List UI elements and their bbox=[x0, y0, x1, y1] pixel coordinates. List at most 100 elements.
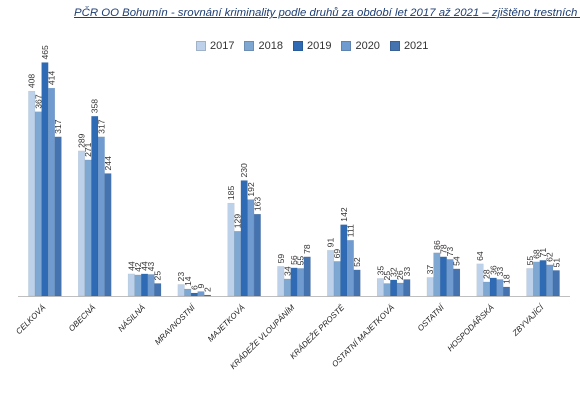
chart-title: PČR OO Bohumín - srovnání kriminality po… bbox=[74, 7, 580, 19]
bar-2020 bbox=[396, 282, 404, 297]
category-label: MRAVNOSTNÍ bbox=[153, 302, 198, 347]
data-label: 43 bbox=[146, 262, 156, 272]
data-label: 86 bbox=[432, 240, 442, 250]
bar-2021 bbox=[552, 270, 560, 297]
bar-2019 bbox=[439, 256, 447, 297]
data-label: 36 bbox=[488, 265, 498, 275]
bar-2019 bbox=[240, 180, 248, 297]
bar-2021 bbox=[104, 173, 112, 297]
legend-item-2018: 2018 bbox=[244, 40, 283, 52]
legend-label: 2020 bbox=[355, 40, 380, 52]
bar-2021 bbox=[353, 269, 361, 297]
data-label: 163 bbox=[252, 197, 262, 212]
category-label: MAJETKOVÁ bbox=[206, 303, 247, 344]
legend-label: 2017 bbox=[210, 40, 235, 52]
data-label: 33 bbox=[495, 267, 505, 277]
legend-item-2020: 2020 bbox=[341, 40, 380, 52]
data-label: 367 bbox=[33, 94, 43, 109]
data-label: 9 bbox=[196, 283, 206, 288]
category-label: NÁSILNÁ bbox=[116, 303, 147, 334]
data-label: 55 bbox=[296, 256, 306, 266]
data-label: 142 bbox=[339, 207, 349, 222]
data-label: 56 bbox=[289, 255, 299, 265]
bar-2019 bbox=[141, 273, 149, 297]
data-label: 26 bbox=[395, 270, 405, 280]
bar-2021 bbox=[54, 136, 62, 297]
bar-2021 bbox=[204, 294, 212, 297]
bar-2019 bbox=[390, 279, 398, 297]
bar-2019 bbox=[91, 116, 99, 297]
data-label: 465 bbox=[40, 45, 50, 60]
category-label: OSTATNÍ bbox=[416, 302, 447, 333]
bar-2018 bbox=[532, 261, 540, 297]
data-label: 25 bbox=[153, 271, 163, 281]
data-label: 414 bbox=[47, 71, 57, 86]
data-label: 230 bbox=[239, 163, 249, 178]
bar-2019 bbox=[290, 267, 298, 297]
data-label: 55 bbox=[525, 256, 535, 266]
data-label: 69 bbox=[332, 249, 342, 259]
bar-2021 bbox=[453, 268, 461, 297]
bar-2019 bbox=[190, 292, 198, 297]
data-label: 185 bbox=[226, 186, 236, 201]
data-label: 14 bbox=[183, 276, 193, 286]
bar-2019 bbox=[41, 62, 49, 297]
bar-2021 bbox=[403, 279, 411, 297]
bar-2018 bbox=[333, 261, 341, 297]
bar-2018 bbox=[234, 231, 242, 297]
bar-2017 bbox=[526, 268, 534, 297]
legend-swatch bbox=[341, 41, 352, 51]
legend-item-2019: 2019 bbox=[292, 40, 331, 52]
data-label: 52 bbox=[352, 257, 362, 267]
data-label: 32 bbox=[389, 267, 399, 277]
data-label: 37 bbox=[425, 265, 435, 275]
legend-swatch bbox=[244, 41, 255, 51]
data-label: 73 bbox=[445, 247, 455, 257]
data-label: 28 bbox=[482, 269, 492, 279]
bar-2017 bbox=[426, 277, 434, 297]
data-label: 44 bbox=[126, 261, 136, 271]
category-label: ZBYVAJÍCÍ bbox=[510, 302, 547, 339]
data-label: 51 bbox=[551, 258, 561, 268]
legend-item-2021: 2021 bbox=[389, 40, 429, 52]
bar-2020 bbox=[546, 264, 554, 297]
data-label: 192 bbox=[246, 182, 256, 197]
bar-2018 bbox=[433, 252, 441, 297]
bar-2020 bbox=[247, 199, 255, 297]
legend-item-2017: 2017 bbox=[196, 40, 234, 52]
data-label: 111 bbox=[345, 224, 355, 237]
bar-2019 bbox=[489, 277, 497, 297]
bar-2018 bbox=[184, 288, 192, 297]
data-label: 62 bbox=[545, 252, 555, 262]
data-label: 129 bbox=[233, 214, 243, 229]
data-label: 78 bbox=[302, 244, 312, 254]
data-label: 44 bbox=[140, 261, 150, 271]
legend-swatch bbox=[196, 41, 206, 51]
bar-2021 bbox=[154, 283, 162, 297]
data-label: 59 bbox=[276, 254, 286, 264]
data-label: 358 bbox=[90, 99, 100, 114]
bar-2020 bbox=[297, 268, 305, 297]
data-label: 35 bbox=[375, 266, 385, 276]
data-label: 2 bbox=[203, 287, 213, 292]
category-label: CELKOVÁ bbox=[14, 303, 47, 336]
category-label: HOSPODÁŘSKÁ bbox=[446, 303, 496, 353]
data-label: 6 bbox=[189, 285, 199, 290]
bar-2021 bbox=[253, 213, 261, 297]
data-label: 271 bbox=[83, 142, 93, 157]
legend-label: 2021 bbox=[403, 40, 429, 52]
bar-2021 bbox=[303, 256, 311, 297]
bar-2018 bbox=[34, 111, 42, 297]
bar-2018 bbox=[383, 283, 391, 297]
bar-2021 bbox=[502, 286, 510, 297]
bar-2020 bbox=[197, 291, 205, 297]
data-label: 34 bbox=[282, 266, 292, 276]
legend-label: 2018 bbox=[258, 40, 283, 52]
data-label: 91 bbox=[326, 238, 336, 248]
data-label: 408 bbox=[27, 74, 37, 89]
data-label: 23 bbox=[176, 272, 186, 282]
bar-2020 bbox=[346, 240, 354, 297]
bar-2018 bbox=[483, 281, 491, 297]
legend: 2017 2018 2019 2020 2021 bbox=[196, 40, 428, 52]
bar-2019 bbox=[539, 260, 547, 297]
